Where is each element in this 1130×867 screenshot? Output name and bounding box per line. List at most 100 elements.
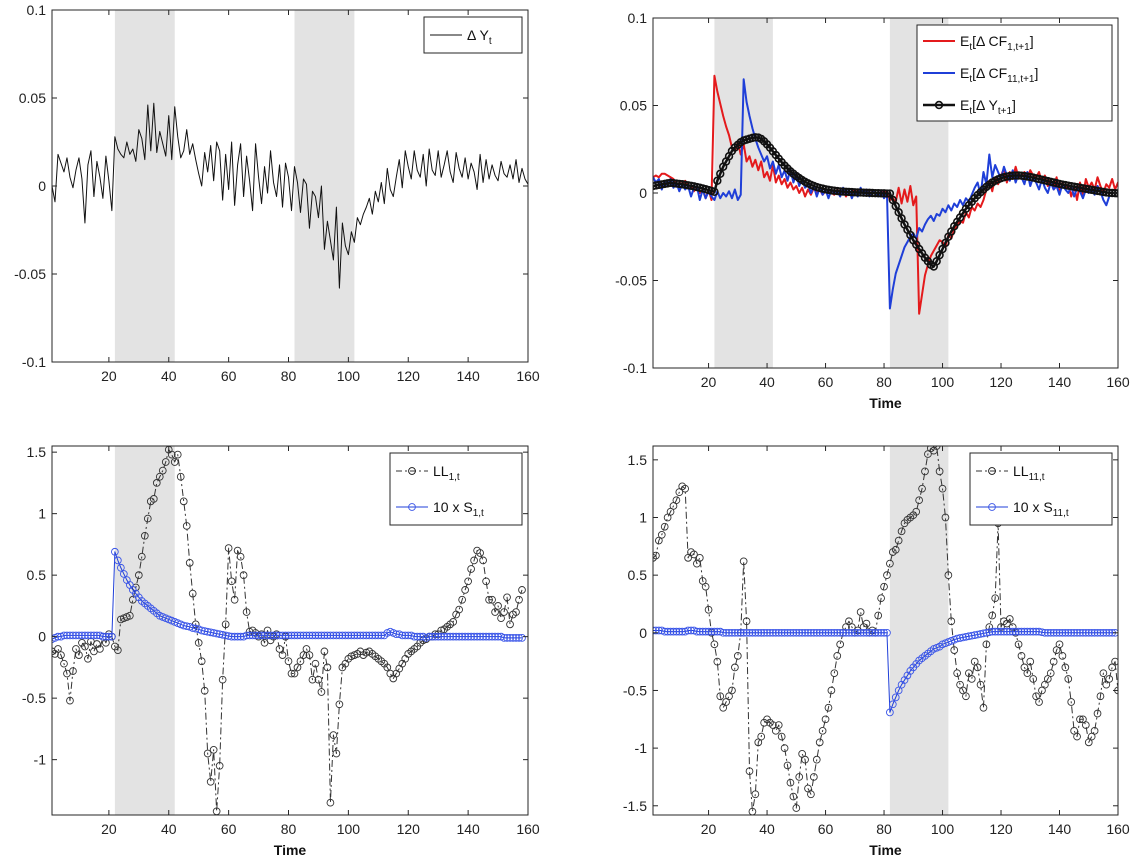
data-point-s2-109 xyxy=(964,632,973,641)
data-point-s3-125 xyxy=(1011,171,1020,180)
data-point-s1-27 xyxy=(125,611,134,620)
data-point-s1-154 xyxy=(1096,692,1105,701)
data-point-s2-70 xyxy=(850,628,859,637)
data-point-s2-159 xyxy=(1111,628,1118,637)
data-point-s2-28 xyxy=(728,628,736,637)
data-point-s2-93 xyxy=(323,631,332,640)
data-point-s2-63 xyxy=(233,632,242,641)
data-point-s1-79 xyxy=(877,594,885,603)
data-point-s2-56 xyxy=(809,628,818,637)
data-point-s2-94 xyxy=(326,631,335,640)
data-point-s1-129 xyxy=(1023,669,1032,678)
data-point-s2-106 xyxy=(362,631,371,640)
data-point-s1-28 xyxy=(728,686,736,695)
data-point-s2-5 xyxy=(60,631,68,640)
data-point-s3-8 xyxy=(669,179,678,188)
legend-text: ] xyxy=(1012,97,1016,113)
data-point-s2-144 xyxy=(1067,628,1076,637)
data-point-s2-80 xyxy=(284,631,293,640)
data-point-s2-146 xyxy=(1073,628,1081,637)
legend-text: [Δ CF xyxy=(972,33,1007,49)
data-point-s1-149 xyxy=(491,608,499,616)
data-point-s1-108 xyxy=(962,692,970,701)
data-point-s2-52 xyxy=(200,627,209,635)
data-point-s1-57 xyxy=(812,755,821,764)
data-point-s2-74 xyxy=(266,631,275,640)
legend-subscript: 11,t+1 xyxy=(1007,74,1035,85)
data-point-s1-44 xyxy=(176,472,185,481)
data-point-s1-151 xyxy=(497,614,505,623)
shaded-region-1 xyxy=(889,446,949,815)
series-line-1 xyxy=(653,446,1118,813)
data-point-s2-137 xyxy=(1046,628,1055,637)
data-point-s2-69 xyxy=(848,628,856,637)
data-point-s2-80 xyxy=(880,628,888,637)
data-point-s2-73 xyxy=(263,631,272,640)
data-point-s1-53 xyxy=(801,755,809,764)
data-point-s2-152 xyxy=(1090,628,1099,637)
data-point-s2-47 xyxy=(783,628,792,637)
legend-text: Δ Y xyxy=(467,27,489,43)
data-point-s2-45 xyxy=(179,621,188,630)
data-point-s1-101 xyxy=(941,513,950,522)
data-point-s2-150 xyxy=(1084,628,1093,637)
data-point-s2-133 xyxy=(443,632,452,641)
data-point-s2-122 xyxy=(1003,627,1011,636)
data-point-s2-60 xyxy=(224,632,233,640)
data-point-s1-153 xyxy=(503,593,511,602)
y-tick-label: -1 xyxy=(34,752,47,768)
data-point-s2-111 xyxy=(970,631,979,639)
data-point-s1-84 xyxy=(296,657,305,666)
x-axis-label: Time xyxy=(274,842,307,858)
data-point-s2-154 xyxy=(1096,628,1105,637)
data-point-s1-51 xyxy=(795,773,804,781)
data-point-s1-60 xyxy=(224,544,233,552)
legend-label-2: Et[Δ CF11,t+1] xyxy=(960,65,1038,85)
data-point-s1-113 xyxy=(383,663,392,672)
data-point-s1-135 xyxy=(449,618,458,626)
x-tick-label: 40 xyxy=(161,821,177,837)
x-tick-label: 140 xyxy=(456,821,480,837)
data-point-s2-127 xyxy=(1017,627,1026,636)
y-tick-label: 0 xyxy=(639,185,647,201)
data-point-s1-63 xyxy=(233,546,242,555)
data-point-s2-24 xyxy=(117,563,125,572)
x-tick-label: 80 xyxy=(281,368,297,384)
data-point-s2-110 xyxy=(374,631,383,640)
data-point-s2-55 xyxy=(807,628,815,637)
data-point-s3-161 xyxy=(1116,190,1118,197)
data-point-s2-133 xyxy=(1035,627,1043,636)
data-point-s2-5 xyxy=(660,627,669,636)
data-point-s2-8 xyxy=(669,627,678,636)
data-point-s3-73 xyxy=(859,188,868,197)
data-point-s2-26 xyxy=(722,628,730,637)
data-point-s1-149 xyxy=(1081,721,1090,729)
data-point-s1-19 xyxy=(102,638,110,647)
data-point-s1-7 xyxy=(66,696,74,705)
data-point-s3-67 xyxy=(841,187,851,196)
data-point-s2-50 xyxy=(792,628,801,637)
data-point-s2-134 xyxy=(446,632,455,641)
data-point-s1-13 xyxy=(84,654,92,663)
data-point-s2-124 xyxy=(1008,627,1017,636)
data-point-s2-9 xyxy=(672,627,681,636)
data-point-s2-57 xyxy=(215,630,224,639)
data-point-s1-146 xyxy=(482,577,490,586)
data-point-s1-143 xyxy=(1064,675,1073,683)
x-tick-label: 120 xyxy=(397,821,421,837)
data-point-s1-81 xyxy=(883,571,891,580)
data-point-s2-18 xyxy=(698,627,707,636)
data-point-s1-65 xyxy=(239,571,248,580)
data-point-s2-1 xyxy=(653,626,657,635)
legend-subscript: 11,t xyxy=(1029,472,1045,483)
data-point-s1-62 xyxy=(827,686,836,695)
x-tick-label: 160 xyxy=(516,368,540,384)
legend-box xyxy=(969,452,1113,526)
data-point-s1-133 xyxy=(1035,698,1043,706)
data-point-s2-43 xyxy=(771,628,780,637)
data-point-s2-128 xyxy=(428,632,437,641)
data-point-s2-30 xyxy=(733,628,742,637)
data-point-s2-74 xyxy=(862,628,871,637)
data-point-s1-20 xyxy=(704,605,713,614)
legend-subscript: t xyxy=(969,106,972,117)
